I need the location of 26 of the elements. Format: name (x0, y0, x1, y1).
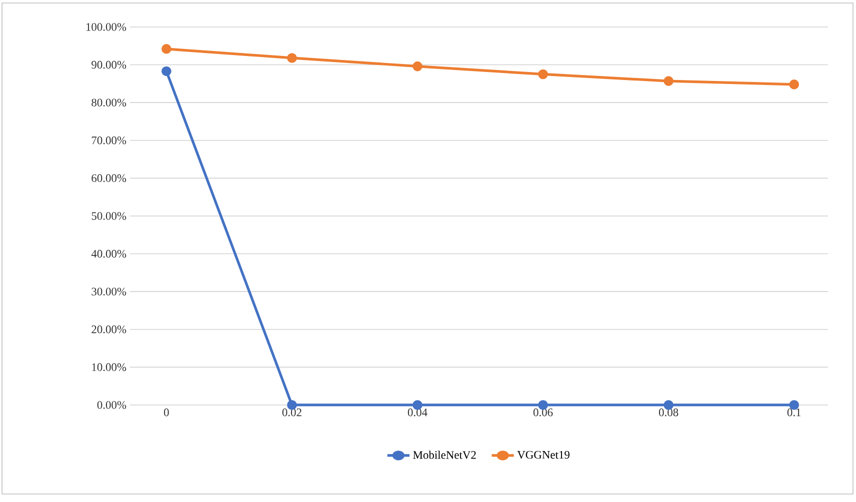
point (162, 66, 172, 76)
point (789, 80, 800, 90)
point (538, 69, 548, 80)
x-tick-label: 0.02 (282, 408, 302, 416)
y-tick-label: 100.00% (86, 23, 126, 31)
y-tick-label: 10.00% (92, 363, 126, 372)
y-tick-label: 70.00% (92, 136, 126, 144)
point (412, 61, 422, 72)
y-tick-label: 30.00% (92, 288, 126, 296)
y-tick-label: 80.00% (92, 98, 126, 106)
legend-label: MobileNetV2 (413, 450, 476, 459)
x-tick-label: 0 (164, 408, 169, 416)
y-tick-label: 50.00% (92, 212, 126, 220)
y-tick-label: 60.00% (92, 174, 126, 182)
point (664, 76, 674, 86)
x-tick-label: 0.04 (408, 408, 428, 416)
y-tick-label: 90.00% (92, 60, 126, 69)
point (162, 44, 172, 54)
y-tick-label: 20.00% (92, 326, 126, 334)
legend-label: VGGNet19 (517, 450, 570, 459)
x-tick-label: 0.1 (787, 408, 801, 416)
y-tick-label: 0.00% (97, 401, 126, 409)
y-tick-label: 40.00% (91, 250, 126, 258)
x-tick-label: 0.08 (658, 408, 678, 416)
x-tick-label: 0.06 (533, 408, 553, 416)
point (287, 53, 297, 63)
